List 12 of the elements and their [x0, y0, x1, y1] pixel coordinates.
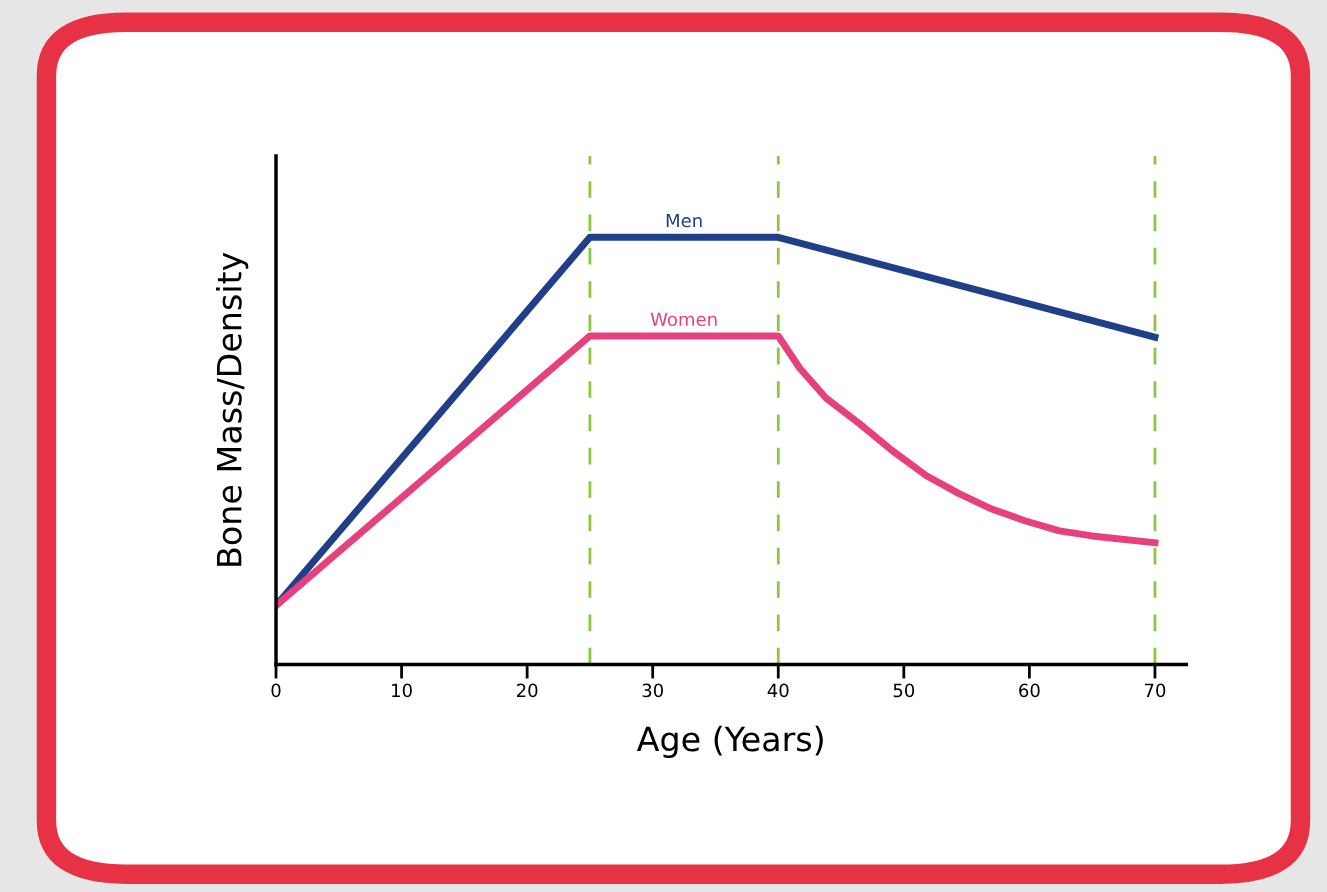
series-label: Women — [650, 312, 717, 327]
x-tick-label: 50 — [893, 683, 915, 698]
x-axis-title: Age (Years) — [636, 725, 823, 759]
y-axis-title: Bone Mass/Density — [215, 252, 249, 566]
x-tick-label: 0 — [271, 683, 281, 698]
x-tick-label: 20 — [516, 683, 538, 698]
x-tick-label: 70 — [1144, 683, 1166, 698]
x-tick-label: 40 — [767, 683, 789, 698]
x-tick-label: 60 — [1019, 683, 1040, 698]
x-tick-label: 10 — [392, 683, 412, 698]
x-tick-label: 30 — [642, 683, 663, 698]
series-label: Men — [666, 213, 702, 228]
